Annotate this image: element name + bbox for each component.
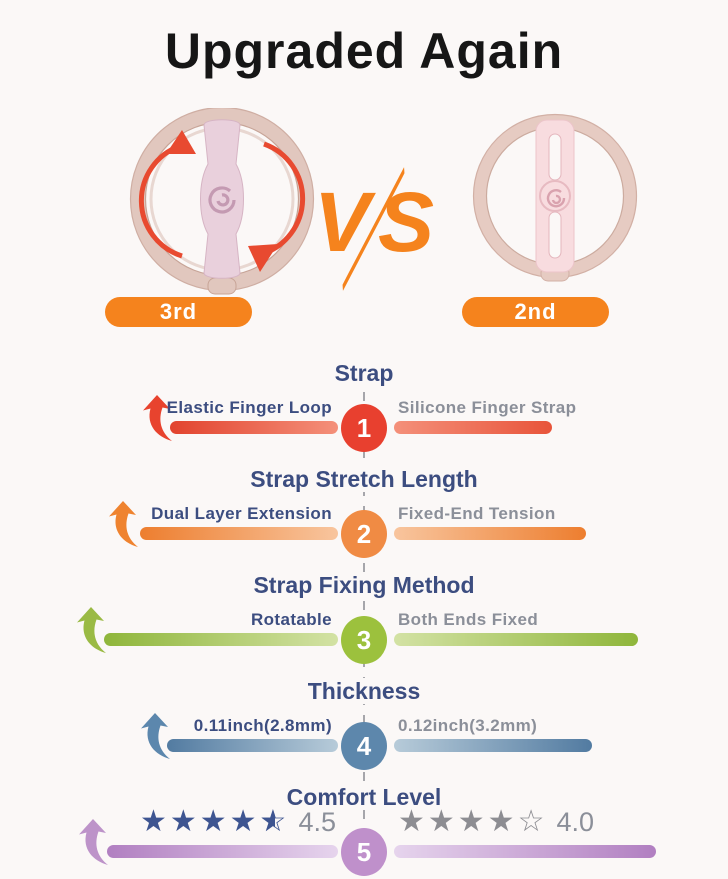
left-bar — [140, 527, 338, 540]
right-bar — [394, 633, 638, 646]
full-stars: ★★★★ — [398, 805, 518, 838]
curved-up-arrow-icon — [141, 713, 170, 759]
right-feature-label: Fixed-End Tension — [398, 504, 556, 523]
strap-slot-bottom — [548, 211, 562, 259]
page-title: Upgraded Again — [164, 23, 564, 79]
vs-badge: VS — [314, 172, 434, 292]
left-bar — [170, 421, 338, 434]
comparison-heading-comfort: Comfort Level — [0, 784, 728, 811]
full-stars: ★★★★ — [139, 805, 260, 838]
elastic-strap — [200, 119, 244, 279]
rating-value-right: 4.0 — [556, 806, 595, 837]
left-bar — [167, 739, 338, 752]
left-feature-label: Rotatable — [250, 610, 332, 629]
curved-up-arrow-icon — [77, 607, 106, 653]
left-feature-label: Dual Layer Extension — [151, 504, 332, 523]
left-bar — [104, 633, 338, 646]
vs-label: VS — [314, 175, 442, 269]
ring-clasp — [207, 277, 237, 295]
right-bar — [394, 845, 656, 858]
rotation-arrows-icon — [138, 130, 306, 272]
right-bar — [394, 739, 592, 752]
rank-circle-4: 4 — [341, 722, 387, 770]
right-bar — [394, 527, 586, 540]
comparison-heading-stretch-length: Strap Stretch Length — [0, 466, 728, 493]
product-3rd-gen-image — [129, 108, 315, 295]
rank-circle-2: 2 — [341, 510, 387, 558]
curved-up-arrow-icon — [79, 819, 108, 865]
curved-up-arrow-icon — [143, 395, 172, 441]
comparison-heading-fixing-method: Strap Fixing Method — [0, 572, 728, 599]
strap-slot-top — [548, 133, 562, 181]
left-bar — [107, 845, 338, 858]
right-feature-label: Both Ends Fixed — [398, 610, 539, 629]
product-2nd-gen-image — [472, 113, 638, 282]
brand-logo-icon — [546, 189, 566, 208]
comparison-heading-thickness: Thickness — [0, 678, 728, 705]
curved-up-arrow-icon — [109, 501, 138, 547]
generation-badge-3rd: 3rd — [105, 297, 252, 327]
rank-circle-5: 5 — [341, 828, 387, 876]
right-feature-label: Silicone Finger Strap — [398, 398, 577, 417]
generation-badge-2nd: 2nd — [462, 297, 609, 327]
half-star-icon: ☆★ — [259, 805, 290, 838]
right-bar — [394, 421, 552, 434]
right-feature-label: 0.12inch(3.2mm) — [398, 716, 538, 735]
empty-star-icon: ☆ — [517, 805, 548, 838]
rank-circle-1: 1 — [341, 404, 387, 452]
star-rating-right: ★★★★☆ 4.0 — [398, 804, 594, 840]
rating-value-left: 4.5 — [298, 806, 336, 837]
left-feature-label: Elastic Finger Loop — [166, 398, 332, 417]
star-rating-left: ★★★★☆★ 4.5 — [140, 804, 336, 840]
rank-circle-3: 3 — [341, 616, 387, 664]
left-feature-label: 0.11inch(2.8mm) — [193, 716, 332, 735]
brand-logo-icon — [208, 186, 236, 214]
comparison-heading-strap: Strap — [0, 360, 728, 387]
